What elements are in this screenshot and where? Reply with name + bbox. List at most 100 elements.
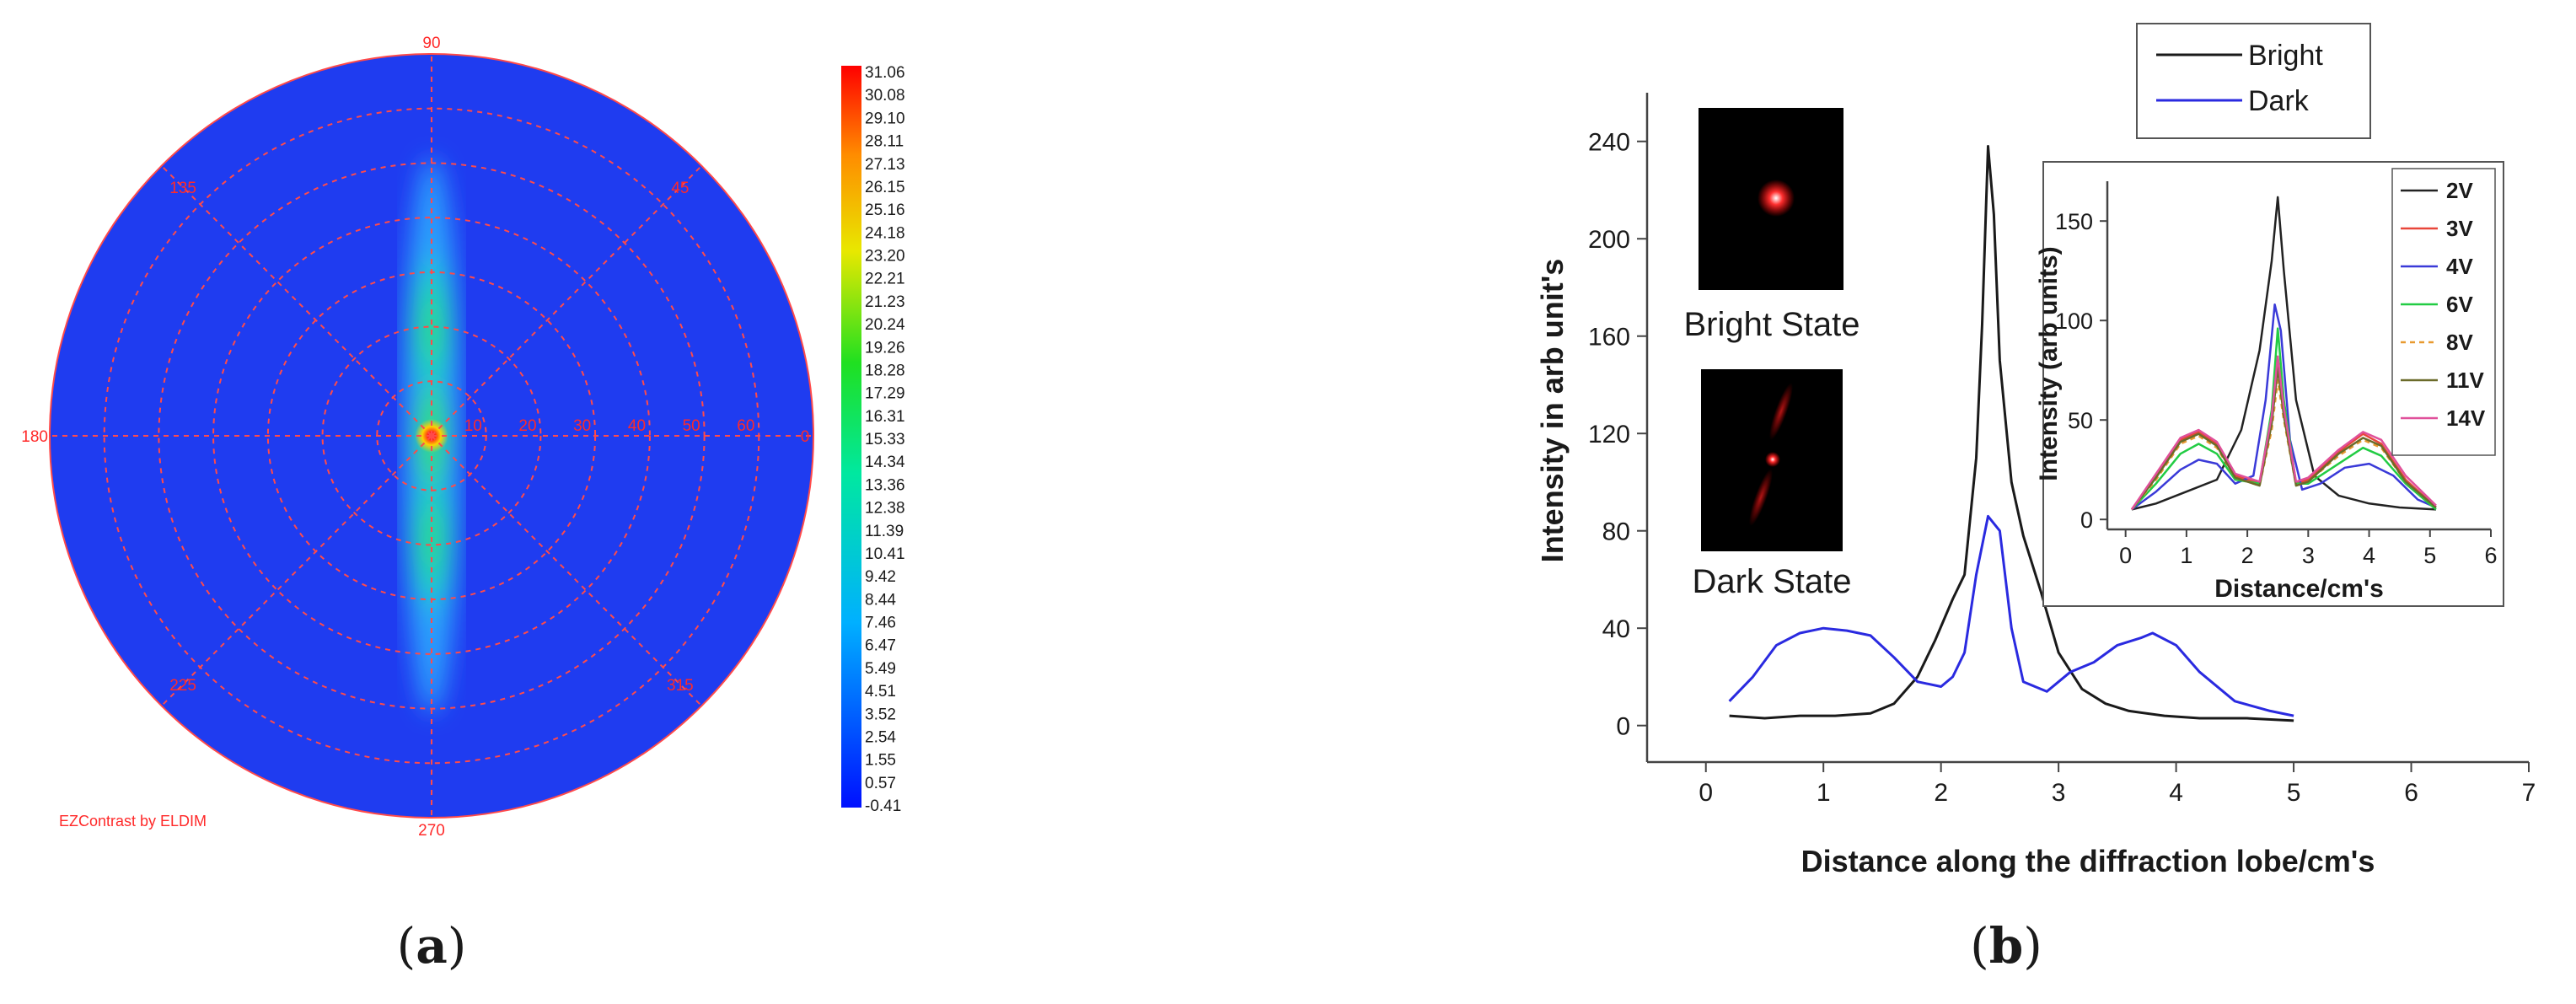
series-line-11v (2130, 367, 2437, 511)
series-line-2v (2131, 196, 2437, 511)
inset-legend-label: 11V (2446, 368, 2484, 393)
x-tick-label: 2 (2241, 543, 2254, 568)
dark-state-caption: Dark State (1693, 563, 1852, 600)
x-tick-label: 1 (2180, 543, 2192, 568)
x-tick-label: 3 (2052, 779, 2066, 807)
radial-label: 20 (518, 417, 536, 435)
inset-legend-label: 8V (2446, 330, 2473, 355)
x-tick-label: 6 (2484, 543, 2497, 568)
x-tick-label: 5 (2423, 543, 2436, 568)
angle-label: 315 (667, 677, 694, 695)
colorbar-label: 31.06 (865, 64, 905, 82)
bright-state-image (1699, 108, 1843, 290)
colorbar-label: 9.42 (865, 568, 896, 586)
colorbar-labels: 31.06 30.08 29.10 28.11 27.13 26.15 25.16 24.18… (865, 64, 905, 815)
colorbar-label: 19.26 (865, 339, 905, 357)
polar-spoke (160, 435, 432, 707)
colorbar-label: 30.08 (865, 87, 905, 105)
colorbar-label: 17.29 (865, 385, 905, 403)
inset-legend-label: 4V (2446, 254, 2473, 279)
angle-label: 180 (21, 428, 48, 446)
series-line-bright (1729, 145, 2294, 722)
inset-legend-label: 14V (2446, 405, 2486, 431)
colorbar-label: 4.51 (865, 683, 896, 701)
y-tick-label: 80 (1602, 518, 1630, 546)
colorbar-label: 7.46 (865, 615, 896, 632)
x-tick-label: 3 (2302, 543, 2315, 568)
x-tick-label: 1 (1817, 779, 1831, 807)
colorbar-label: 0.57 (865, 775, 896, 792)
angle-label: 135 (169, 180, 196, 197)
inset-series (2130, 196, 2437, 511)
bright-state-caption: Bright State (1683, 306, 1860, 343)
x-tick-label: 0 (2119, 543, 2132, 568)
angle-label: 90 (422, 35, 440, 52)
colorbar-label: 20.24 (865, 316, 905, 334)
colorbar-label: 14.34 (865, 454, 905, 471)
y-tick-label: 120 (1588, 421, 1630, 448)
panel-b-label: (b) (1970, 917, 2042, 974)
series-line-4v (2131, 303, 2437, 511)
colorbar-label: 26.15 (865, 179, 905, 196)
polar-ring (212, 217, 651, 655)
polar-spoke (431, 435, 703, 707)
colorbar-label: 6.47 (865, 637, 896, 655)
credit-text: EZContrast by ELDIM (59, 813, 207, 830)
polar-grid (50, 54, 813, 818)
panel-a: 90 45 0 315 270 225 180 135 10 20 30 40 50 60 EZContr… (21, 35, 905, 974)
y-tick-label: 0 (2080, 507, 2093, 533)
series-line-dark (1728, 514, 2294, 717)
colorbar-label: -0.41 (865, 797, 901, 815)
inset-legend: 2V 3V 4V 6V 8V 11V 14V (2391, 168, 2496, 456)
polar-ring (321, 325, 542, 546)
angle-label: 45 (671, 180, 689, 197)
y-tick-label: 200 (1588, 226, 1630, 254)
polar-spoke (431, 164, 703, 437)
x-tick-label: 4 (2363, 543, 2375, 568)
colorbar-label: 25.16 (865, 201, 905, 219)
colorbar-label: 12.38 (865, 500, 905, 518)
dark-state-image (1701, 369, 1843, 551)
x-tick-label: 6 (2404, 779, 2418, 807)
legend-label: Bright (2248, 40, 2323, 72)
x-tick-label: 4 (2169, 779, 2183, 807)
polar-spoke (160, 164, 432, 437)
angle-label: 270 (418, 822, 445, 840)
inset-legend-label: 6V (2446, 292, 2473, 317)
panel-a-label: (a) (397, 917, 467, 974)
series-line-6v (2130, 327, 2437, 511)
radial-label: 60 (737, 417, 754, 435)
y-axis-title: Intensity (arb units) (2035, 246, 2063, 481)
radial-label: 30 (573, 417, 591, 435)
x-tick-label: 2 (1934, 779, 1948, 807)
colorbar-label: 1.55 (865, 752, 896, 770)
x-tick-label: 0 (1699, 779, 1713, 807)
angle-label: 225 (169, 677, 196, 695)
x-tick-label: 5 (2287, 779, 2301, 807)
colorbar-label: 10.41 (865, 545, 905, 563)
radial-label: 40 (628, 417, 646, 435)
y-tick-label: 160 (1588, 324, 1630, 352)
colorbar-label: 22.21 (865, 271, 905, 288)
main-series (1728, 145, 2294, 722)
radial-label: 50 (683, 417, 700, 435)
colorbar-label: 11.39 (865, 523, 904, 540)
colorbar-label: 28.11 (865, 133, 904, 151)
colorbar-label: 8.44 (865, 591, 896, 609)
y-tick-label: 150 (2055, 209, 2093, 234)
colorbar-label: 16.31 (865, 408, 905, 426)
colorbar-label: 13.36 (865, 476, 905, 494)
colorbar (841, 66, 861, 808)
series-line-8v (2130, 379, 2437, 511)
y-axis-title: Intensity in arb unit's (1535, 259, 1570, 563)
inset-legend-label: 3V (2446, 216, 2473, 241)
main-legend: Bright Dark (2136, 23, 2371, 139)
inset-legend-label: 2V (2446, 178, 2473, 203)
series-line-14v (2130, 355, 2437, 511)
colorbar-label: 15.33 (865, 431, 905, 448)
inset-axes: 0 1 2 3 4 5 6 0 50 100 150 Distance/cm's Intensity (… (2035, 181, 2498, 603)
colorbar-label: 24.18 (865, 224, 905, 242)
